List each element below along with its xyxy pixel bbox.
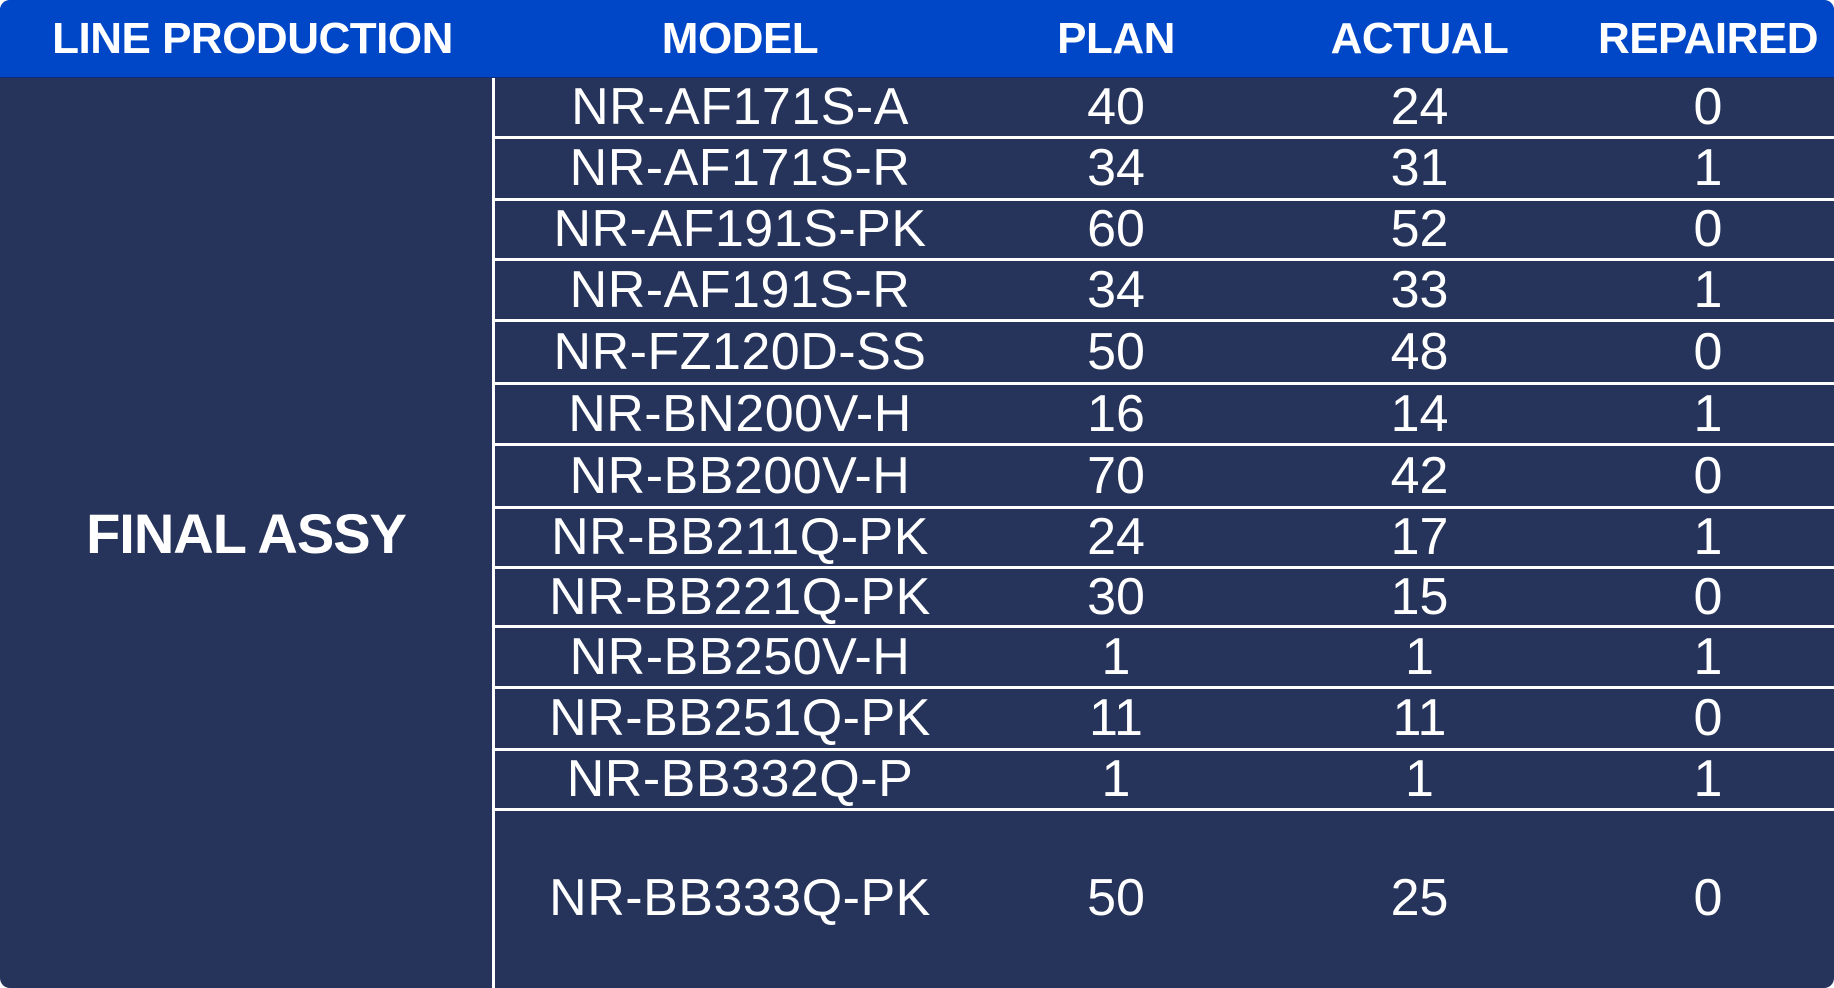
plan-cell: 34 bbox=[1087, 261, 1145, 319]
table-row: NR-FZ120D-SS 50 48 0 bbox=[495, 322, 1834, 385]
repaired-cell: 0 bbox=[1693, 200, 1723, 258]
model-cell: NR-BB211Q-PK bbox=[551, 508, 929, 566]
row-divider bbox=[495, 136, 1834, 139]
table-row: NR-BB211Q-PK 24 17 1 bbox=[495, 509, 1834, 569]
model-cell: NR-BB251Q-PK bbox=[549, 689, 931, 747]
row-divider bbox=[495, 566, 1834, 569]
header-repaired: REPAIRED bbox=[1597, 14, 1819, 63]
table-row: NR-AF171S-R 34 31 1 bbox=[495, 139, 1834, 201]
table-header: LINE PRODUCTION MODEL PLAN ACTUAL REPAIR… bbox=[0, 0, 1834, 78]
actual-cell: 11 bbox=[1392, 689, 1447, 747]
actual-cell: 48 bbox=[1390, 323, 1449, 381]
row-divider bbox=[495, 319, 1834, 322]
table-row: NR-AF171S-A 40 24 0 bbox=[495, 78, 1834, 139]
plan-cell: 60 bbox=[1087, 200, 1145, 258]
plan-cell: 30 bbox=[1087, 568, 1145, 626]
actual-cell: 1 bbox=[1405, 628, 1434, 686]
model-cell: NR-AF171S-R bbox=[569, 139, 911, 197]
table-row: NR-AF191S-R 34 33 1 bbox=[495, 261, 1834, 322]
model-cell: NR-BN200V-H bbox=[568, 385, 912, 443]
header-actual: ACTUAL bbox=[1330, 14, 1509, 63]
model-cell: NR-FZ120D-SS bbox=[553, 323, 927, 381]
model-cell: NR-AF191S-PK bbox=[553, 200, 927, 258]
actual-cell: 1 bbox=[1405, 750, 1434, 808]
table-row: NR-BB251Q-PK 11 11 0 bbox=[495, 689, 1834, 751]
model-cell: NR-BB332Q-P bbox=[566, 750, 914, 808]
repaired-cell: 0 bbox=[1693, 447, 1723, 505]
row-divider bbox=[495, 506, 1834, 509]
repaired-cell: 1 bbox=[1693, 385, 1723, 443]
header-plan: PLAN bbox=[1057, 14, 1175, 63]
table-row: NR-BB333Q-PK 50 25 0 bbox=[495, 811, 1834, 988]
model-cell: NR-AF191S-R bbox=[569, 261, 911, 319]
model-cell: NR-BB333Q-PK bbox=[549, 869, 931, 927]
plan-cell: 50 bbox=[1087, 323, 1145, 381]
table-row: NR-AF191S-PK 60 52 0 bbox=[495, 201, 1834, 261]
actual-cell: 42 bbox=[1390, 447, 1449, 505]
header-line-production: LINE PRODUCTION bbox=[52, 14, 453, 63]
row-divider bbox=[495, 808, 1834, 811]
plan-cell: 1 bbox=[1101, 750, 1131, 808]
actual-cell: 15 bbox=[1390, 568, 1449, 626]
row-divider bbox=[495, 382, 1834, 385]
table-row: NR-BB250V-H 1 1 1 bbox=[495, 628, 1834, 689]
actual-cell: 25 bbox=[1390, 869, 1449, 927]
header-model: MODEL bbox=[661, 14, 819, 63]
actual-cell: 31 bbox=[1390, 139, 1449, 197]
repaired-cell: 0 bbox=[1693, 568, 1723, 626]
repaired-cell: 1 bbox=[1693, 750, 1723, 808]
actual-cell: 52 bbox=[1390, 200, 1449, 258]
model-cell: NR-BB250V-H bbox=[569, 628, 911, 686]
line-production-name: FINAL ASSY bbox=[86, 501, 407, 565]
repaired-cell: 1 bbox=[1693, 628, 1723, 686]
model-cell: NR-BB221Q-PK bbox=[549, 568, 931, 626]
repaired-cell: 1 bbox=[1693, 508, 1723, 566]
row-divider bbox=[495, 258, 1834, 261]
plan-cell: 24 bbox=[1087, 508, 1145, 566]
actual-cell: 17 bbox=[1390, 508, 1449, 566]
repaired-cell: 0 bbox=[1693, 323, 1723, 381]
repaired-cell: 1 bbox=[1693, 139, 1723, 197]
row-divider bbox=[495, 748, 1834, 751]
model-cell: NR-BB200V-H bbox=[569, 447, 911, 505]
table-row: NR-BB200V-H 70 42 0 bbox=[495, 446, 1834, 509]
plan-cell: 34 bbox=[1087, 139, 1145, 197]
column-divider bbox=[492, 78, 495, 988]
table-row: NR-BB332Q-P 1 1 1 bbox=[495, 751, 1834, 811]
row-divider bbox=[495, 198, 1834, 201]
table-row: NR-BB221Q-PK 30 15 0 bbox=[495, 569, 1834, 628]
repaired-cell: 0 bbox=[1693, 689, 1723, 747]
row-divider bbox=[495, 686, 1834, 689]
row-divider bbox=[495, 443, 1834, 446]
row-divider bbox=[495, 625, 1834, 628]
plan-cell: 40 bbox=[1087, 78, 1145, 136]
repaired-cell: 1 bbox=[1693, 261, 1723, 319]
plan-cell: 16 bbox=[1087, 385, 1145, 443]
plan-cell: 70 bbox=[1087, 447, 1145, 505]
repaired-cell: 0 bbox=[1693, 78, 1723, 136]
actual-cell: 14 bbox=[1390, 385, 1449, 443]
plan-cell: 50 bbox=[1087, 869, 1145, 927]
actual-cell: 24 bbox=[1390, 78, 1449, 136]
actual-cell: 33 bbox=[1390, 261, 1449, 319]
plan-cell: 11 bbox=[1089, 689, 1143, 747]
repaired-cell: 0 bbox=[1693, 869, 1723, 927]
plan-cell: 1 bbox=[1101, 628, 1131, 686]
production-rows: NR-AF171S-A 40 24 0 NR-AF171S-R 34 31 1 NR-AF191… bbox=[495, 78, 1834, 988]
table-row: NR-BN200V-H 16 14 1 bbox=[495, 385, 1834, 446]
model-cell: NR-AF171S-A bbox=[571, 78, 909, 136]
